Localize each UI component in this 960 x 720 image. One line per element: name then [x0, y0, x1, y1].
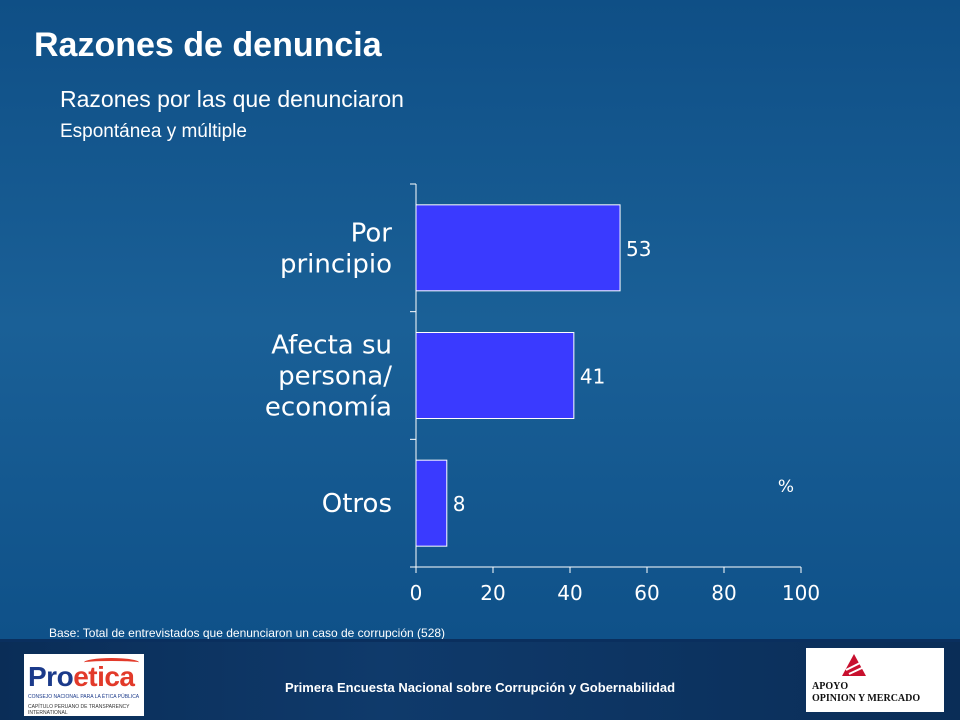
category-label: Afecta su persona/economía	[265, 331, 392, 423]
category-label: Otros	[322, 489, 392, 519]
apoyo-emblem-icon	[842, 654, 866, 676]
page-title: Razones de denuncia	[34, 26, 382, 64]
x-tick-label: 60	[634, 581, 659, 605]
proetica-wordmark: Proetica	[28, 661, 135, 693]
apoyo-subname: OPINION Y MERCADO	[812, 693, 921, 704]
proetica-ti-line: CAPÍTULO PERUANO DE TRANSPARENCY INTERNA…	[28, 704, 130, 716]
logo-swoosh	[84, 658, 139, 667]
x-tick-label: 100	[782, 581, 820, 605]
chart-subsubtitle: Espontánea y múltiple	[60, 121, 247, 142]
category-label-line: Otros	[322, 489, 392, 519]
wordmark-part: Pro	[28, 661, 74, 692]
category-label-line: economía	[265, 393, 392, 423]
data-label: 8	[453, 492, 466, 516]
proetica-logo: Proetica CONSEJO NACIONAL PARA LA ÉTICA …	[24, 654, 144, 716]
x-tick-label: 80	[711, 581, 736, 605]
footer-survey-title: Primera Encuesta Nacional sobre Corrupci…	[284, 680, 676, 695]
category-label: Por principio	[280, 218, 392, 279]
footer-bar	[0, 642, 960, 720]
unit-label: %	[778, 477, 794, 497]
category-label-line: Por	[351, 218, 393, 248]
footer-divider	[0, 639, 960, 642]
apoyo-name: APOYO	[812, 681, 849, 692]
data-label: 53	[626, 237, 651, 261]
bar	[415, 459, 448, 547]
chart-subtitle: Razones por las que denunciaron	[60, 86, 404, 112]
bar	[415, 204, 621, 292]
base-note: Base: Total de entrevistados que denunci…	[49, 626, 446, 640]
apoyo-logo: APOYO OPINION Y MERCADO	[806, 648, 944, 712]
proetica-tagline: CONSEJO NACIONAL PARA LA ÉTICA PÚBLICA	[28, 694, 140, 700]
category-label-line: Afecta su	[271, 331, 392, 361]
bar-chart: 0 20 40 60 80 100 53 Por principio 41 Afecta su per…	[265, 204, 820, 605]
x-tick-label: 0	[410, 581, 423, 605]
bar	[415, 332, 575, 419]
category-label-line: principio	[280, 249, 392, 279]
x-tick-label: 20	[480, 581, 505, 605]
data-label: 41	[580, 365, 605, 389]
wordmark-accent: etica	[73, 661, 135, 692]
x-tick-label: 40	[557, 581, 582, 605]
category-label-line: persona/	[278, 362, 392, 392]
